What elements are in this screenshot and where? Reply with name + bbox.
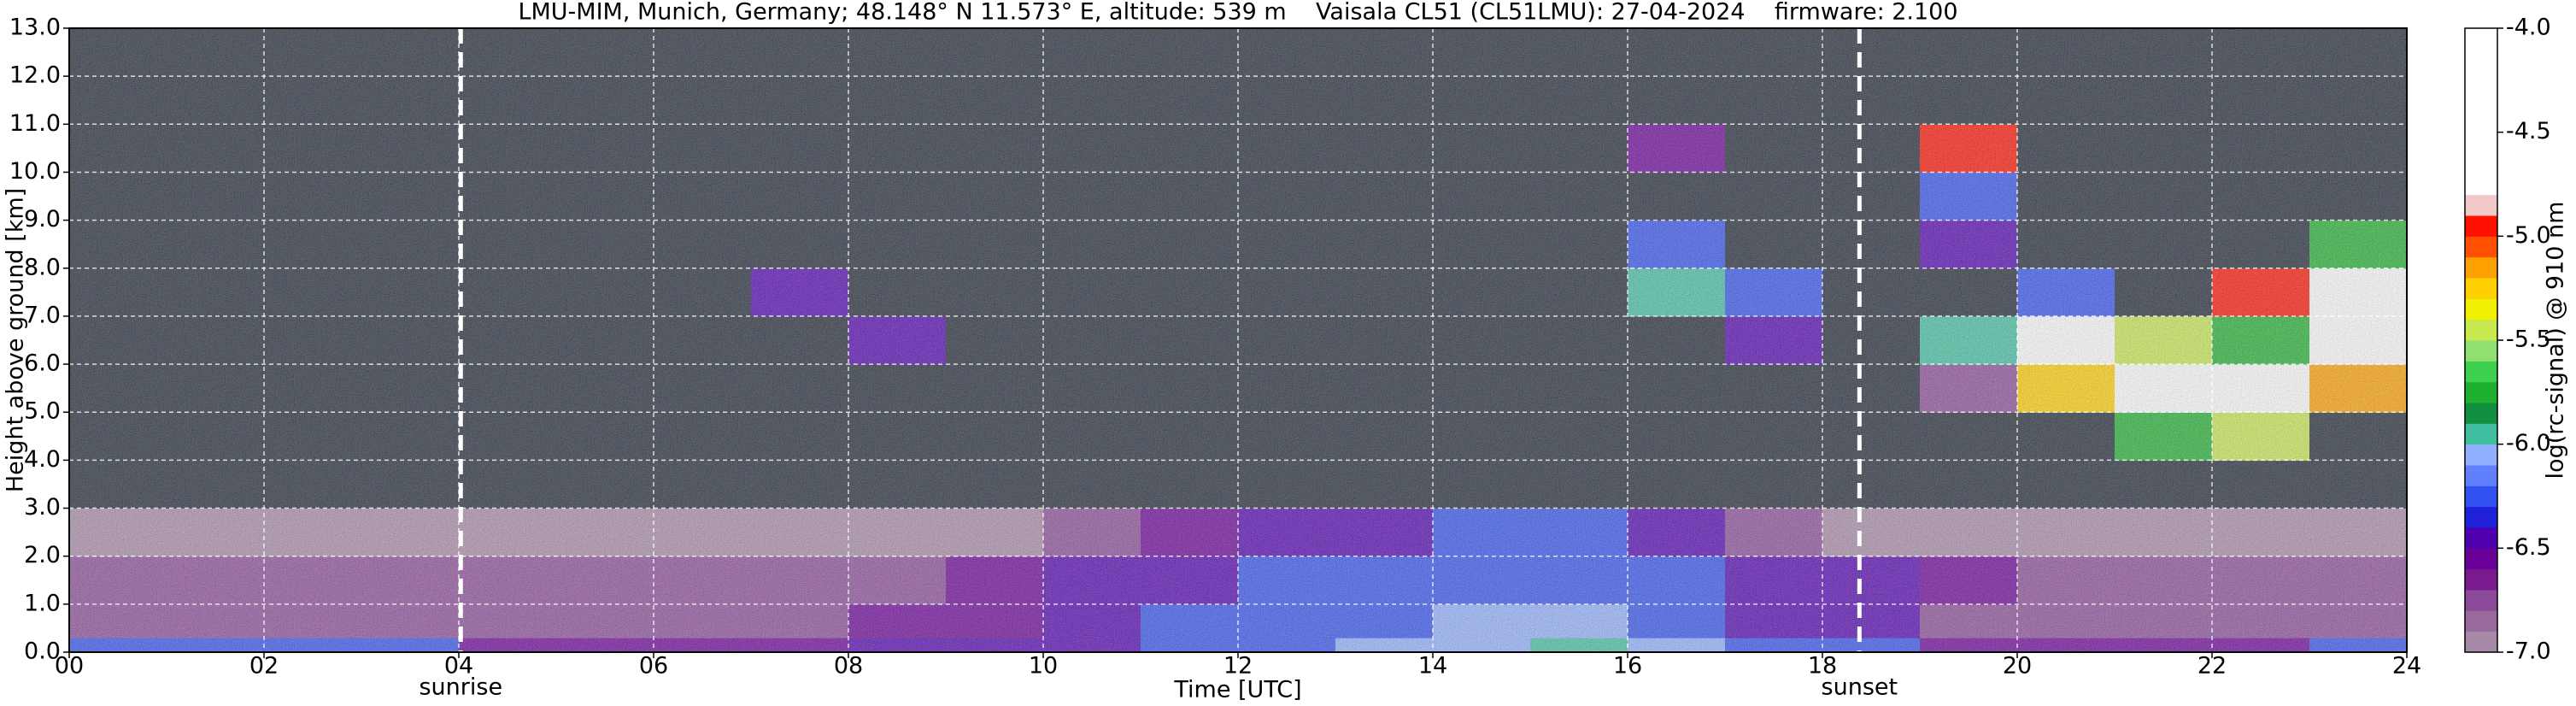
chart-title: LMU-MIM, Munich, Germany; 48.148° N 11.5… bbox=[518, 0, 1957, 26]
plot-frame bbox=[68, 27, 2408, 653]
colorbar-swatch bbox=[2465, 256, 2497, 279]
y-axis-label: Height above ground [km] bbox=[3, 188, 29, 492]
y-tick-label: 12.0 bbox=[9, 62, 61, 89]
y-tick-label: 11.0 bbox=[9, 110, 61, 137]
colorbar-tick-label: -4.0 bbox=[2506, 15, 2551, 41]
y-tick-label: 4.0 bbox=[24, 446, 61, 473]
annotation-label: sunset bbox=[1822, 674, 1898, 701]
colorbar-swatch bbox=[2465, 111, 2497, 133]
y-tick-label: 10.0 bbox=[9, 158, 61, 185]
colorbar-swatch bbox=[2465, 194, 2497, 216]
colorbar-swatch bbox=[2465, 631, 2497, 653]
x-tick-label: 02 bbox=[249, 653, 279, 680]
y-tick-label: 5.0 bbox=[24, 398, 61, 425]
y-tick-label: 2.0 bbox=[24, 542, 61, 568]
colorbar-tick-label: -5.5 bbox=[2506, 327, 2551, 353]
colorbar-swatch bbox=[2465, 236, 2497, 258]
colorbar-swatch bbox=[2465, 506, 2497, 528]
colorbar-swatch bbox=[2465, 444, 2497, 466]
x-tick-label: 20 bbox=[2003, 653, 2032, 680]
x-tick-label: 12 bbox=[1223, 653, 1253, 680]
annotation-label: sunrise bbox=[419, 674, 502, 701]
y-tick-label: 0.0 bbox=[24, 638, 61, 665]
x-axis-label: Time [UTC] bbox=[1173, 677, 1301, 703]
x-tick-label: 04 bbox=[444, 653, 473, 680]
colorbar-swatch bbox=[2465, 465, 2497, 486]
colorbar-swatch bbox=[2465, 132, 2497, 154]
colorbar-swatch bbox=[2465, 278, 2497, 299]
colorbar-swatch bbox=[2465, 381, 2497, 403]
x-tick-label: 06 bbox=[639, 653, 668, 680]
x-tick-label: 16 bbox=[1613, 653, 1642, 680]
colorbar-swatch bbox=[2465, 568, 2497, 591]
colorbar-swatch bbox=[2465, 153, 2497, 174]
colorbar-swatch bbox=[2465, 319, 2497, 341]
colorbar-tick-label: -7.0 bbox=[2506, 638, 2551, 665]
colorbar-swatch bbox=[2465, 485, 2497, 508]
x-tick-label: 18 bbox=[1808, 653, 1837, 680]
colorbar-tick-label: -6.0 bbox=[2506, 430, 2551, 456]
colorbar-swatch bbox=[2465, 403, 2497, 424]
colorbar-swatch bbox=[2465, 423, 2497, 445]
colorbar-label: log(rc-signal) @ 910 nm bbox=[2543, 202, 2569, 479]
colorbar-swatch bbox=[2465, 69, 2497, 91]
colorbar-swatch bbox=[2465, 215, 2497, 237]
x-tick-label: 14 bbox=[1418, 653, 1447, 680]
colorbar-swatch bbox=[2465, 340, 2497, 362]
colorbar-swatch bbox=[2465, 590, 2497, 611]
y-tick-label: 8.0 bbox=[24, 254, 61, 280]
colorbar-tick-label: -5.0 bbox=[2506, 222, 2551, 249]
colorbar-swatch bbox=[2465, 361, 2497, 383]
colorbar-tick-label: -4.5 bbox=[2506, 118, 2551, 144]
y-tick-label: 9.0 bbox=[24, 206, 61, 232]
colorbar-swatch bbox=[2465, 610, 2497, 632]
y-tick-label: 3.0 bbox=[24, 494, 61, 521]
x-tick-label: 08 bbox=[834, 653, 863, 680]
colorbar-swatch bbox=[2465, 548, 2497, 570]
colorbar-swatch bbox=[2465, 174, 2497, 196]
y-tick-label: 13.0 bbox=[9, 15, 61, 41]
x-tick-label: 24 bbox=[2392, 653, 2421, 680]
y-tick-label: 1.0 bbox=[24, 590, 61, 616]
y-tick-label: 7.0 bbox=[24, 302, 61, 328]
colorbar-tick-label: -6.5 bbox=[2506, 534, 2551, 561]
colorbar-swatch bbox=[2465, 91, 2497, 112]
x-tick-label: 00 bbox=[55, 653, 84, 680]
x-tick-label: 10 bbox=[1029, 653, 1058, 680]
colorbar-swatch bbox=[2465, 28, 2497, 50]
colorbar-swatch bbox=[2465, 298, 2497, 321]
x-tick-label: 22 bbox=[2198, 653, 2227, 680]
colorbar-swatch bbox=[2465, 527, 2497, 549]
y-tick-label: 6.0 bbox=[24, 350, 61, 377]
colorbar-swatch bbox=[2465, 49, 2497, 71]
